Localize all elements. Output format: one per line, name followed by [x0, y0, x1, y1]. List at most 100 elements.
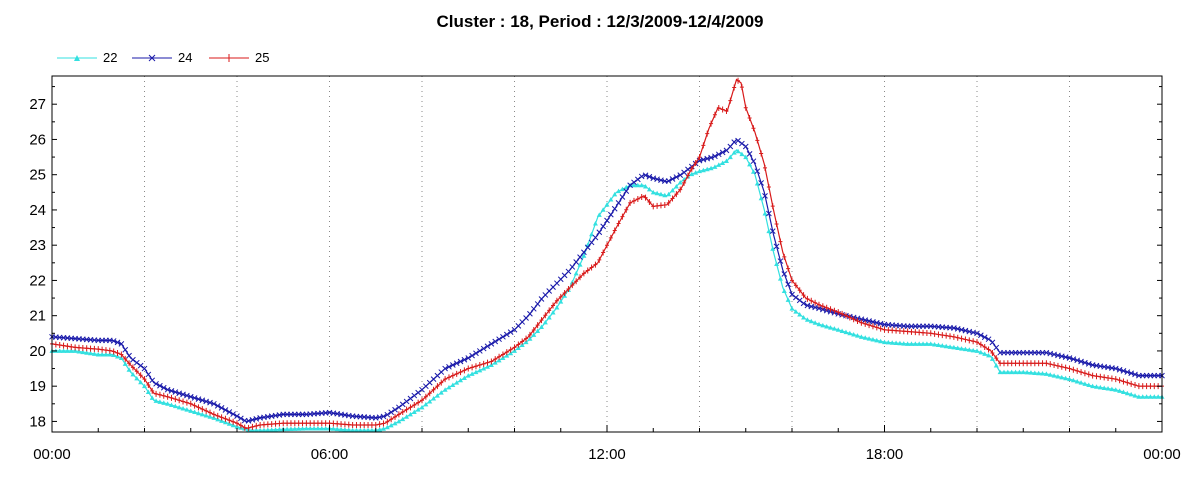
data-point: [415, 407, 421, 412]
data-point: [222, 419, 228, 425]
data-point: [1070, 356, 1077, 363]
data-point: [1082, 359, 1088, 366]
data-point: [592, 220, 598, 226]
data-point: [385, 418, 390, 425]
data-point: [970, 347, 976, 353]
data-point: [149, 395, 155, 400]
data-point: [296, 426, 302, 431]
data-point: [258, 421, 263, 428]
data-point: [747, 161, 753, 167]
data-point: [947, 344, 953, 349]
data-point: [218, 405, 225, 411]
data-point: [1001, 360, 1006, 367]
legend-label-24: 24: [178, 50, 193, 65]
data-point: [773, 243, 780, 250]
data-point: [1113, 376, 1118, 383]
data-point: [176, 404, 182, 410]
data-point: [924, 341, 930, 346]
data-point: [912, 341, 918, 346]
data-point: [619, 186, 625, 192]
data-point: [704, 166, 710, 172]
data-point: [57, 348, 63, 353]
data-point: [1144, 394, 1150, 399]
data-point: [1098, 373, 1103, 380]
data-point: [851, 316, 856, 323]
data-point: [863, 320, 868, 327]
data-point: [862, 335, 868, 340]
data-point: [666, 191, 672, 197]
data-point: [1097, 384, 1103, 390]
data-point: [176, 390, 183, 397]
data-point: [423, 401, 429, 407]
data-point: [634, 176, 641, 183]
data-point: [535, 328, 541, 333]
data-point: [728, 97, 733, 104]
data-point: [720, 160, 726, 165]
data-point: [485, 359, 490, 366]
data-point: [735, 137, 741, 144]
data-point: [88, 345, 93, 352]
data-point: [172, 389, 179, 395]
axis-ticks: [51, 86, 1163, 432]
data-point: [99, 351, 105, 357]
data-point: [261, 421, 266, 428]
data-point: [419, 404, 425, 410]
data-point: [562, 289, 567, 296]
data-point: [878, 338, 884, 344]
data-point: [408, 404, 413, 411]
data-point: [701, 142, 706, 149]
data-point: [763, 164, 768, 171]
data-point: [616, 188, 622, 194]
data-point: [223, 415, 228, 422]
data-point: [646, 173, 653, 180]
data-point: [196, 404, 201, 411]
data-point: [103, 351, 109, 357]
data-point: [534, 301, 541, 307]
data-point: [754, 181, 760, 186]
data-point: [858, 334, 864, 339]
data-point: [801, 292, 806, 299]
data-point: [700, 167, 706, 173]
data-point: [477, 362, 482, 369]
data-point: [1117, 377, 1122, 384]
data-point: [758, 195, 764, 201]
data-point: [1013, 360, 1018, 367]
data-point: [824, 323, 830, 329]
data-point: [342, 427, 348, 432]
data-point: [889, 340, 895, 345]
data-point: [1032, 370, 1038, 375]
y-tick-label: 27: [29, 96, 46, 113]
data-point: [465, 373, 471, 378]
data-point: [1009, 360, 1014, 367]
data-point: [800, 300, 807, 307]
data-point: [1109, 375, 1114, 382]
data-point: [839, 328, 845, 333]
data-point: [932, 330, 937, 337]
data-point: [288, 426, 294, 431]
data-point: [697, 154, 702, 161]
y-tick-label: 20: [29, 343, 46, 360]
data-point: [1106, 374, 1111, 381]
data-point: [481, 366, 487, 371]
data-point: [1078, 380, 1084, 385]
data-point: [118, 341, 125, 347]
data-point: [504, 353, 510, 358]
data-point: [230, 422, 236, 428]
data-point: [793, 309, 799, 314]
data-point: [353, 427, 359, 433]
data-point: [199, 411, 205, 417]
data-point: [651, 203, 656, 210]
data-point: [705, 130, 710, 137]
data-point: [1109, 386, 1115, 392]
data-point: [554, 304, 560, 310]
data-point: [908, 341, 914, 346]
data-point: [311, 425, 317, 431]
data-point: [1086, 382, 1092, 388]
data-point: [600, 207, 606, 212]
data-point: [851, 331, 857, 337]
data-point: [917, 329, 922, 336]
data-point: [527, 336, 533, 341]
data-point: [600, 223, 606, 230]
data-point: [465, 355, 472, 361]
